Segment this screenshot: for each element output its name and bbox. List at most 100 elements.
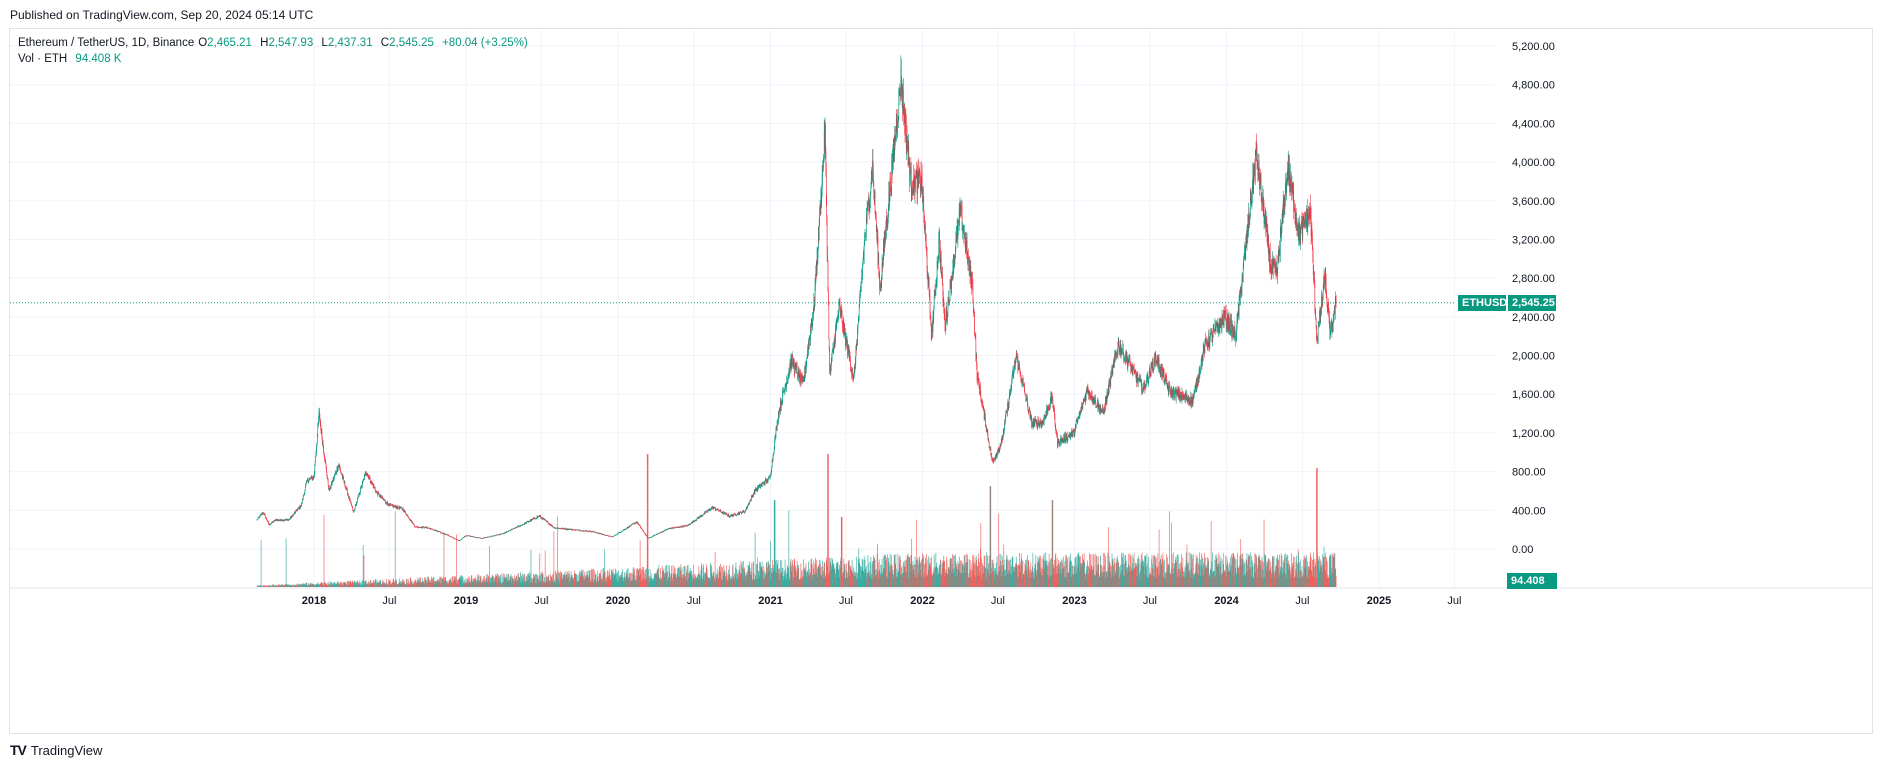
volume-bar	[696, 576, 698, 587]
candle-body	[715, 509, 717, 511]
volume-bar	[722, 567, 723, 587]
volume-bar	[344, 581, 346, 587]
volume-bar	[314, 584, 315, 587]
volume-bar	[257, 586, 259, 587]
candle-body	[483, 537, 484, 539]
volume-bar	[833, 563, 834, 587]
volume-bar	[740, 573, 742, 587]
candle-body	[422, 526, 424, 528]
candle-body	[372, 484, 374, 488]
candle-body	[660, 532, 661, 534]
volume-bar	[389, 579, 390, 587]
volume-bar	[521, 578, 523, 587]
volume-bar	[687, 564, 689, 587]
volume-bar	[377, 582, 379, 587]
volume-bar	[1226, 557, 1228, 587]
volume-bar	[416, 581, 418, 587]
volume-bar	[594, 574, 596, 587]
volume-bar	[1201, 553, 1202, 587]
volume-bar	[663, 568, 665, 587]
volume-bar	[934, 566, 936, 587]
candle-body	[593, 531, 595, 533]
volume-bar	[613, 573, 615, 587]
volume-bar	[1216, 558, 1217, 587]
volume-bar	[603, 549, 605, 587]
volume-bar	[908, 557, 910, 587]
candle-body	[377, 493, 379, 496]
candle-body	[522, 524, 523, 526]
volume-bar	[879, 572, 881, 587]
volume-bar	[767, 573, 768, 587]
volume-bar	[644, 577, 646, 587]
volume-bar	[803, 568, 805, 587]
candle-body	[732, 515, 734, 517]
candle-body	[749, 500, 751, 502]
candle-body	[415, 526, 416, 528]
volume-bar	[1087, 560, 1088, 587]
volume-bar	[1130, 555, 1132, 587]
candle-body	[453, 537, 455, 539]
volume-bar	[303, 584, 305, 587]
candle-body	[479, 537, 480, 539]
volume-bar	[1096, 555, 1097, 587]
volume-bar	[739, 574, 741, 587]
volume-bar	[816, 566, 818, 587]
volume-bar	[338, 584, 339, 587]
volume-bar	[494, 577, 496, 587]
candle-body	[676, 526, 678, 528]
candle-body	[339, 468, 341, 470]
volume-bar	[500, 583, 502, 587]
candle-body	[494, 535, 496, 537]
volume-bar	[512, 579, 514, 587]
volume-bar	[1068, 556, 1070, 587]
volume-bar	[796, 571, 798, 587]
volume-bar	[609, 575, 611, 587]
candle-body	[408, 517, 409, 519]
candle-body	[309, 478, 311, 479]
volume-bar	[699, 579, 701, 587]
candle-body	[491, 535, 493, 537]
volume-bar	[408, 581, 410, 587]
candle-body	[622, 530, 623, 532]
volume-bar	[630, 579, 632, 587]
candle-body	[620, 531, 622, 533]
candle-body	[596, 532, 598, 534]
candle-body	[575, 529, 577, 531]
candle-body	[553, 527, 555, 528]
volume-bar	[306, 585, 308, 587]
volume-bar	[374, 582, 375, 587]
volume-bar	[1102, 567, 1104, 587]
candle-body	[330, 484, 332, 488]
volume-bar	[1253, 563, 1255, 587]
volume-bar	[480, 577, 481, 587]
volume-bar	[926, 559, 928, 587]
volume-bar	[1088, 567, 1090, 587]
volume-bar	[568, 573, 570, 587]
candle-body	[707, 510, 708, 512]
candle-body	[404, 509, 405, 512]
candle-body	[347, 489, 348, 495]
volume-bar	[607, 576, 608, 587]
volume-bar	[897, 572, 898, 587]
volume-bar	[425, 581, 427, 587]
volume-bar	[1246, 560, 1247, 587]
volume-bar	[355, 581, 357, 587]
candle-body	[693, 521, 695, 522]
volume-bar	[597, 570, 598, 587]
volume-bar	[423, 582, 425, 587]
candle-body	[397, 505, 399, 509]
candle-body	[633, 523, 634, 525]
volume-bar	[703, 575, 705, 587]
volume-bar	[940, 573, 942, 587]
volume-bar	[960, 560, 961, 587]
volume-bar	[1162, 558, 1163, 587]
candle-body	[679, 526, 681, 528]
volume-bar	[1222, 572, 1223, 587]
volume-bar	[870, 576, 871, 587]
volume-bar	[988, 572, 990, 587]
volume-bar	[1113, 564, 1115, 587]
volume-bar	[1082, 559, 1084, 587]
chart-frame[interactable]	[9, 28, 1873, 734]
volume-bar	[1309, 556, 1311, 587]
